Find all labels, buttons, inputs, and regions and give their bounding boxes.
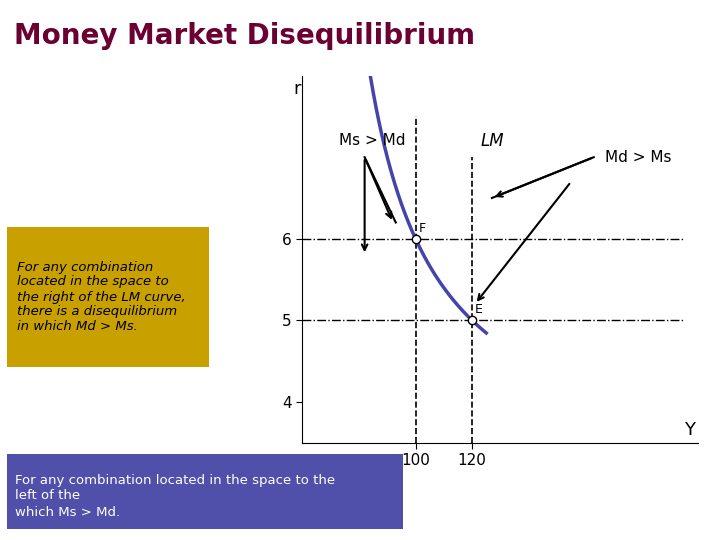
Text: F: F [418, 222, 426, 235]
Text: Money Market Disequilibrium: Money Market Disequilibrium [14, 22, 475, 50]
Text: E: E [475, 303, 483, 316]
Text: For any combination
located in the space to
the right of the LM curve,
there is : For any combination located in the space… [17, 260, 186, 334]
Text: LM: LM [480, 132, 504, 150]
Text: Ms > Md: Ms > Md [339, 133, 405, 148]
Text: Md > Ms: Md > Ms [605, 150, 672, 165]
Text: which Ms > Md.: which Ms > Md. [15, 506, 120, 519]
Text: For any combination located in the space to the
left of the: For any combination located in the space… [15, 474, 336, 502]
Text: r: r [293, 80, 300, 98]
Text: Y: Y [684, 421, 696, 438]
